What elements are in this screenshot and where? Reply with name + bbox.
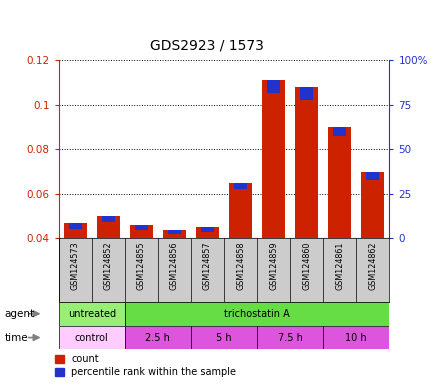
Bar — [59, 326, 125, 349]
Bar — [201, 227, 214, 232]
Bar — [360, 172, 384, 238]
Text: GSM124858: GSM124858 — [236, 242, 244, 290]
Text: time: time — [4, 333, 28, 343]
Bar — [322, 326, 388, 349]
Bar — [228, 183, 252, 238]
Text: GSM124855: GSM124855 — [137, 242, 145, 290]
Text: GSM124857: GSM124857 — [203, 242, 211, 290]
Text: GSM124860: GSM124860 — [302, 242, 310, 290]
Text: GSM124862: GSM124862 — [368, 242, 376, 290]
Bar — [266, 80, 279, 93]
Bar — [191, 326, 256, 349]
Bar — [365, 172, 378, 180]
Bar — [256, 326, 322, 349]
Bar — [125, 302, 388, 326]
Text: 7.5 h: 7.5 h — [277, 333, 302, 343]
Text: GSM124859: GSM124859 — [269, 242, 277, 290]
Bar — [135, 225, 148, 230]
Text: GSM124573: GSM124573 — [71, 242, 79, 290]
Bar — [233, 183, 247, 189]
Text: untreated: untreated — [68, 309, 115, 319]
Bar — [63, 223, 87, 238]
Text: trichostatin A: trichostatin A — [224, 309, 289, 319]
Bar — [294, 87, 318, 238]
Bar — [332, 127, 345, 136]
Text: agent: agent — [4, 309, 34, 319]
Bar — [261, 80, 285, 238]
Text: GSM124861: GSM124861 — [335, 242, 343, 290]
Text: control: control — [75, 333, 108, 343]
Bar — [129, 225, 153, 238]
Legend: count, percentile rank within the sample: count, percentile rank within the sample — [55, 354, 236, 377]
Bar — [162, 230, 186, 238]
Bar — [59, 302, 125, 326]
Text: GSM124856: GSM124856 — [170, 242, 178, 290]
Bar — [168, 230, 181, 234]
Bar — [125, 326, 191, 349]
Text: 10 h: 10 h — [345, 333, 366, 343]
Bar — [96, 216, 120, 238]
Bar — [327, 127, 351, 238]
Bar — [69, 223, 82, 229]
Bar — [102, 216, 115, 222]
Text: 2.5 h: 2.5 h — [145, 333, 170, 343]
Text: GSM124852: GSM124852 — [104, 242, 112, 290]
Text: 5 h: 5 h — [216, 333, 231, 343]
Bar — [195, 227, 219, 238]
Bar — [299, 87, 312, 100]
Text: GDS2923 / 1573: GDS2923 / 1573 — [149, 38, 263, 52]
